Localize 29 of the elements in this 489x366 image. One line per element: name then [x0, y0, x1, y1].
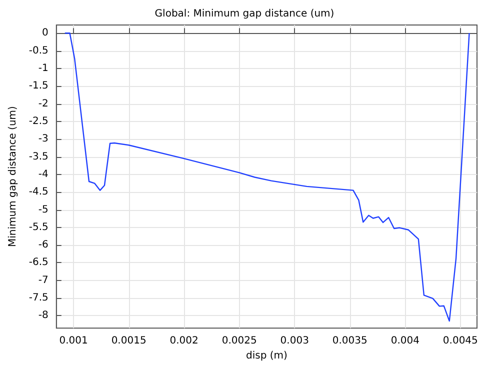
- x-tick-label: 0.0045: [442, 336, 478, 347]
- x-tick-label: 0.004: [390, 336, 420, 347]
- x-tick-label: 0.0015: [111, 336, 146, 347]
- y-tick-label: 0: [42, 28, 48, 39]
- y-tick-label: -3.5: [28, 151, 48, 162]
- y-tick-label: -6.5: [28, 257, 48, 268]
- y-tick-label: -5.5: [28, 222, 48, 233]
- y-tick-label: -7.5: [28, 292, 48, 304]
- y-tick-label: -4.5: [28, 186, 48, 198]
- y-tick-label: -2.5: [28, 116, 48, 127]
- y-axis-title: Minimum gap distance (um): [8, 106, 18, 248]
- y-tick-label: -8: [38, 310, 48, 322]
- y-tick-label: -1: [38, 62, 48, 74]
- x-tick-label: 0.002: [170, 336, 198, 347]
- chart-title: Global: Minimum gap distance (um): [154, 8, 334, 20]
- y-tick-label: -0.5: [28, 45, 48, 56]
- y-tick-label: -3: [38, 134, 48, 145]
- y-tick-label: -6: [38, 240, 48, 251]
- y-tick-label: -1.5: [28, 80, 48, 92]
- line-series: [64, 32, 470, 322]
- x-tick-label: 0.003: [280, 336, 309, 347]
- x-tick-label: 0.001: [59, 336, 88, 347]
- x-tick-label: 0.0025: [222, 336, 257, 347]
- x-tick-label: 0.0035: [332, 336, 368, 347]
- y-tick-label: -4: [38, 168, 48, 180]
- x-axis-title: disp (m): [246, 350, 288, 362]
- y-tick-label: -7: [38, 274, 48, 286]
- y-tick-label: -5: [38, 204, 48, 216]
- y-tick-label: -2: [38, 98, 48, 110]
